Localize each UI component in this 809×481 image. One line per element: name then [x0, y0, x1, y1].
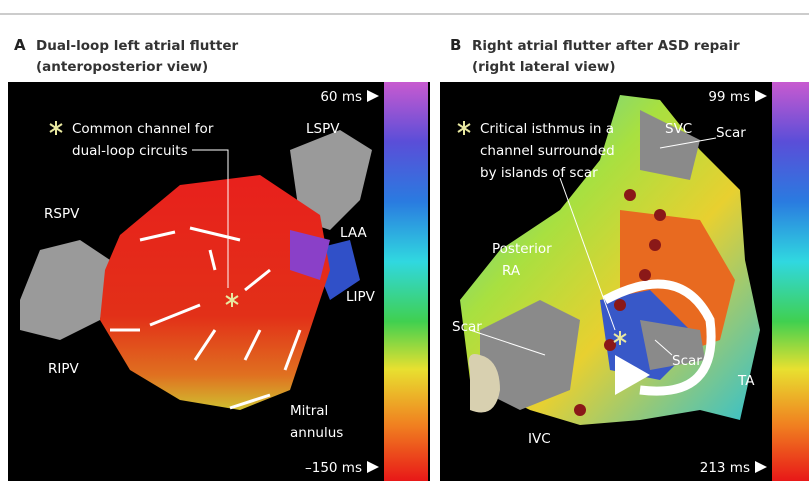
panel-title: Right atrial flutter after ASD repair [472, 38, 740, 54]
label: Mitral [290, 403, 328, 419]
scale-label: –150 ms [305, 460, 362, 476]
label: Scar [716, 125, 746, 141]
scale-label: 99 ms [708, 89, 750, 105]
annotation: dual-loop circuits [72, 143, 188, 159]
annotation: by islands of scar [480, 165, 598, 181]
label: annulus [290, 425, 343, 441]
label: SVC [665, 121, 692, 137]
label: RIPV [48, 361, 80, 377]
panel-letter: B [450, 36, 461, 54]
label: Scar [452, 319, 482, 335]
panel-title: (anteroposterior view) [36, 59, 208, 75]
colorbar [772, 82, 809, 481]
label: RA [502, 263, 521, 279]
label: LAA [340, 225, 367, 241]
label: Posterior [492, 241, 552, 257]
annotation: Critical isthmus in a [480, 121, 614, 137]
scale-label: 60 ms [320, 89, 362, 105]
label: TA [737, 373, 755, 389]
figure: A Dual-loop left atrial flutter (anterop… [0, 0, 809, 481]
label: Scar [672, 353, 702, 369]
panel-title: (right lateral view) [472, 59, 616, 75]
label: LSPV [306, 121, 340, 137]
annotation: Common channel for [72, 121, 214, 137]
panel-title: Dual-loop left atrial flutter [36, 38, 238, 54]
label: RSPV [44, 206, 80, 222]
colorbar [384, 82, 428, 481]
annotation: channel surrounded [480, 143, 615, 159]
label: IVC [528, 431, 551, 447]
label: LIPV [346, 289, 376, 305]
panel-letter: A [14, 36, 26, 54]
scale-label: 213 ms [700, 460, 750, 476]
